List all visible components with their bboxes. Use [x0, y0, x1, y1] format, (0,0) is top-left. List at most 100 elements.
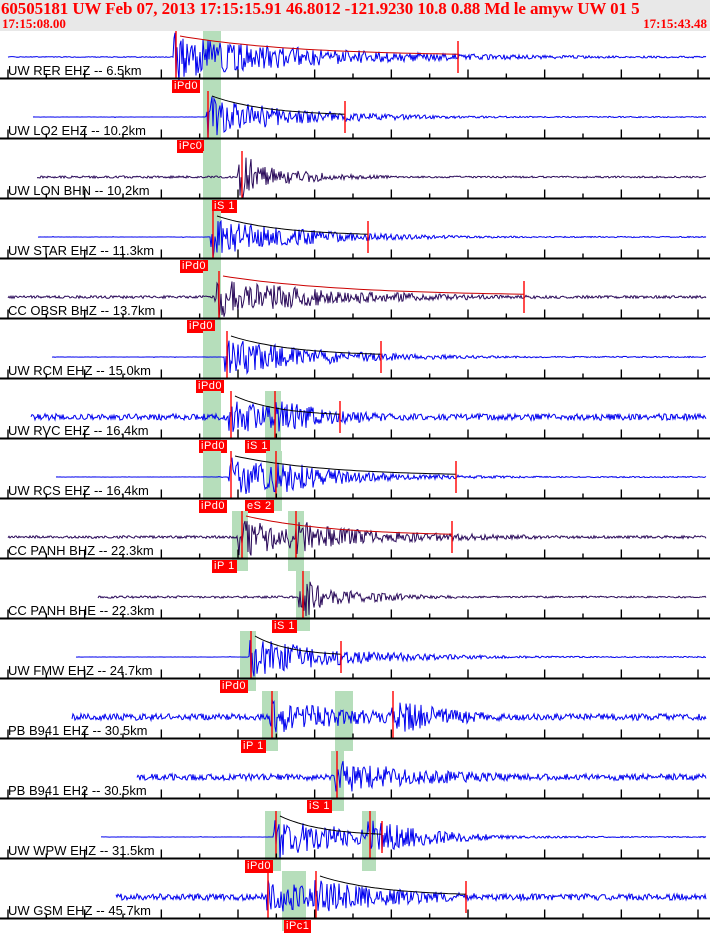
station-channel-label: UW RCS EHZ -- 16.4km: [8, 483, 149, 498]
trace-row[interactable]: UW FMW EHZ -- 24.7km iPd0: [0, 631, 710, 693]
waveform-path: [32, 96, 707, 139]
pick-phase-tag[interactable]: iPd0: [187, 320, 216, 333]
coda-decay-curve: [279, 815, 383, 835]
trace-row[interactable]: UW LON BHN -- 10.2km iS 1: [0, 151, 710, 213]
trace-row[interactable]: CC OBSR BHZ -- 13.7km iPd0: [0, 271, 710, 333]
trace-row[interactable]: UW RCM EHZ -- 15.0km iPd0: [0, 331, 710, 393]
waveform-path: [115, 879, 707, 912]
station-channel-label: UW RCM EHZ -- 15.0km: [8, 363, 151, 378]
waveform-path: [71, 699, 707, 733]
coda-decay-curve: [179, 35, 459, 55]
trace-plot: [0, 751, 710, 811]
trace-plot: [0, 571, 710, 631]
coda-decay-curve: [234, 455, 457, 475]
pick-highlight-band: [282, 871, 294, 931]
pick-phase-tag[interactable]: iPc1: [284, 920, 312, 933]
station-channel-label: UW LON BHN -- 10.2km: [8, 183, 150, 198]
waveform-path: [55, 457, 707, 494]
pick-phase-tag[interactable]: iPd0: [199, 500, 228, 513]
waveform-path: [75, 640, 707, 678]
pick-highlight-band: [362, 811, 376, 871]
trace-plot: [0, 151, 710, 211]
station-channel-label: UW GSM EHZ -- 45.7km: [8, 903, 152, 918]
pick-highlight-band: [203, 391, 221, 451]
trace-plot: [0, 331, 710, 391]
waveform-path: [36, 157, 707, 199]
trace-row[interactable]: UW GSM EHZ -- 45.7km iPc1: [0, 871, 710, 933]
waveform-path: [7, 520, 707, 556]
trace-plot: [0, 811, 710, 871]
coda-decay-curve: [234, 395, 341, 415]
pick-phase-tag[interactable]: iPc0: [177, 140, 205, 153]
trace-row[interactable]: PB B941 EHZ -- 30.5km iP 1: [0, 691, 710, 753]
station-channel-label: CC PANH BHE -- 22.3km: [8, 603, 155, 618]
pick-phase-tag[interactable]: iPd0: [220, 680, 249, 693]
trace-plot: [0, 691, 710, 751]
trace-row[interactable]: CC PANH BHE -- 22.3km iS 1: [0, 571, 710, 633]
coda-decay-curve: [230, 335, 382, 355]
trace-plot: [0, 211, 710, 271]
pick-phase-tag[interactable]: iPd0: [180, 260, 209, 273]
station-channel-label: CC OBSR BHZ -- 13.7km: [8, 303, 156, 318]
pick-phase-tag[interactable]: iPd0: [245, 860, 274, 873]
coda-decay-curve: [222, 275, 525, 295]
coda-decay-curve: [216, 215, 369, 235]
pick-phase-tag[interactable]: iS 1: [245, 440, 270, 453]
station-channel-label: PB B941 EHZ -- 30.5km: [8, 723, 148, 738]
trace-row[interactable]: UW RCS EHZ -- 16.4km iPd0 eS 2: [0, 451, 710, 513]
pick-phase-tag[interactable]: eS 2: [245, 500, 274, 513]
station-channel-label: UW STAR EHZ -- 11.3km: [8, 243, 155, 258]
waveform-path: [37, 219, 707, 258]
trace-plot: [0, 631, 710, 691]
pick-phase-tag[interactable]: iPd0: [172, 80, 201, 93]
trace-plot: [0, 91, 710, 151]
header-band: 60505181 UW Feb 07, 2013 17:15:15.91 46.…: [0, 0, 710, 31]
trace-row[interactable]: UW WPW EHZ -- 31.5km iPd0: [0, 811, 710, 873]
pick-phase-tag[interactable]: iP 1: [241, 740, 266, 753]
station-channel-label: UW RVC EHZ -- 16.4km: [8, 423, 149, 438]
pick-highlight-band: [203, 451, 221, 511]
coda-decay-curve: [211, 95, 346, 115]
trace-row[interactable]: UW RER EHZ -- 6.5km iPd0: [0, 31, 710, 93]
trace-plot: [0, 31, 710, 91]
station-channel-label: CC PANH BHZ -- 22.3km: [8, 543, 154, 558]
station-channel-label: UW FMW EHZ -- 24.7km: [8, 663, 153, 678]
trace-row[interactable]: UW STAR EHZ -- 11.3km iPd0: [0, 211, 710, 273]
waveform-path: [7, 281, 707, 319]
coda-decay-curve: [319, 875, 467, 895]
window-end-time: 17:15:43.48: [643, 16, 707, 31]
trace-plot: [0, 871, 710, 931]
station-channel-label: PB B941 EH2 -- 30.5km: [8, 783, 147, 798]
pick-highlight-band: [240, 631, 256, 691]
trace-plot: [0, 451, 710, 511]
event-header-title: 60505181 UW Feb 07, 2013 17:15:15.91 46.…: [1, 0, 640, 18]
trace-row[interactable]: UW RVC EHZ -- 16.4km iPd0 iS 1: [0, 391, 710, 453]
station-channel-label: UW WPW EHZ -- 31.5km: [8, 843, 155, 858]
pick-phase-tag[interactable]: iS 1: [307, 800, 332, 813]
waveform-path: [101, 820, 707, 860]
waveform-path: [30, 401, 707, 432]
pick-highlight-band: [203, 151, 221, 211]
pick-phase-tag[interactable]: iS 1: [212, 200, 237, 213]
coda-decay-curve: [245, 515, 453, 535]
trace-row[interactable]: UW LO2 EHZ -- 10.2km iPc0: [0, 91, 710, 153]
pick-phase-tag[interactable]: iP 1: [212, 560, 237, 573]
trace-panel[interactable]: UW RER EHZ -- 6.5km iPd0 UW LO2 EHZ -- 10.…: [0, 31, 710, 938]
trace-row[interactable]: PB B941 EH2 -- 30.5km iS 1: [0, 751, 710, 813]
waveform-path: [136, 761, 707, 792]
coda-decay-curve: [254, 635, 342, 655]
waveform-path: [7, 32, 707, 82]
pick-highlight-band: [203, 331, 221, 391]
trace-row[interactable]: CC PANH BHZ -- 22.3km iP 1: [0, 511, 710, 573]
trace-plot: [0, 271, 710, 331]
trace-plot: [0, 391, 710, 451]
station-channel-label: UW RER EHZ -- 6.5km: [8, 63, 142, 78]
pick-phase-tag[interactable]: iPd0: [199, 440, 228, 453]
pick-phase-tag[interactable]: iS 1: [272, 620, 297, 633]
window-start-time: 17:15:08.00: [2, 16, 66, 31]
trace-plot: [0, 511, 710, 571]
waveform-path: [97, 581, 707, 617]
pick-phase-tag[interactable]: iPd0: [196, 380, 225, 393]
station-channel-label: UW LO2 EHZ -- 10.2km: [8, 123, 146, 138]
